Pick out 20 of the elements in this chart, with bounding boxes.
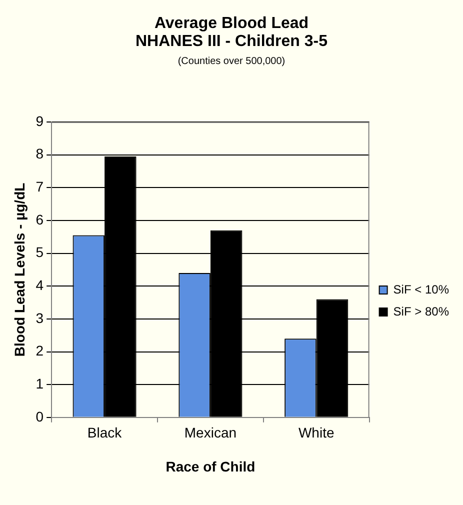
y-tick-label: 6 — [36, 211, 44, 228]
x-tick-label: White — [298, 424, 334, 441]
x-tick-label: Black — [87, 424, 123, 441]
chart-subtitle: NHANES III - Children 3-5 — [134, 33, 329, 51]
y-tick-label: 9 — [36, 112, 44, 129]
legend-label: SiF > 80% — [393, 304, 450, 318]
x-axis-title: Race of Child — [166, 458, 256, 474]
x-tick-label: Mexican — [184, 424, 237, 441]
y-tick-label: 2 — [36, 342, 44, 359]
y-tick-label: 0 — [36, 408, 44, 424]
y-tick-label: 1 — [36, 375, 44, 392]
chart-title: Average Blood Lead — [153, 14, 310, 33]
y-tick-label: 8 — [36, 146, 44, 162]
legend-label: SiF < 10% — [393, 282, 450, 296]
y-tick-label: 3 — [36, 310, 44, 326]
y-tick-label: 5 — [36, 244, 44, 260]
y-tick-label: 7 — [36, 178, 44, 195]
y-tick-label: 4 — [36, 276, 44, 293]
y-axis-title: Blood Lead Levels - µg/dL — [11, 182, 28, 357]
text: (Counties over 500,000) — [176, 56, 286, 67]
